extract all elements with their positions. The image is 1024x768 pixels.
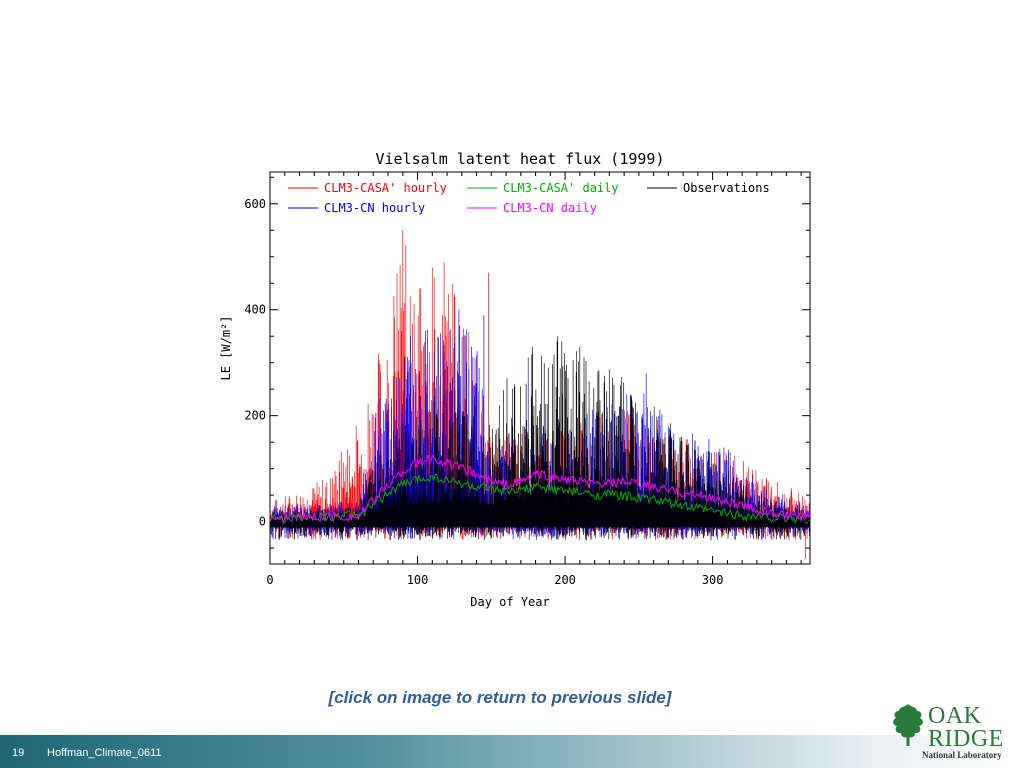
chart-title: Vielsalm latent heat flux (1999) [376, 150, 665, 168]
y-tick-label: 600 [244, 197, 266, 211]
footer-bar [0, 735, 1024, 768]
latent-heat-flux-chart: Vielsalm latent heat flux (1999) 0 100 200 3… [219, 150, 811, 609]
chart-image[interactable]: Vielsalm latent heat flux (1999) 0 100 200 3… [210, 140, 820, 620]
return-link[interactable]: [click on image to return to previous sl… [328, 688, 672, 707]
footer-text: Hoffman_Climate_0611 [47, 747, 162, 759]
x-axis-label: Day of Year [470, 595, 549, 609]
oak-leaf-icon [893, 704, 923, 746]
oak-ridge-logo: OAK RIDGE National Laboratory [890, 700, 1015, 762]
y-tick-label: 400 [244, 303, 266, 317]
legend-label: CLM3-CN daily [503, 201, 597, 215]
plot-frame [269, 171, 811, 565]
y-tick-label: 0 [259, 515, 266, 529]
legend-label: Observations [683, 181, 770, 195]
logo-word-oak: OAK [928, 703, 982, 729]
x-tick-label: 100 [407, 573, 429, 587]
series-cn-daily [269, 454, 811, 525]
x-tick-label: 200 [554, 573, 576, 587]
logo-word-ridge: RIDGE [928, 726, 1004, 752]
slide-number: 19 [12, 747, 25, 759]
series-casa-daily [269, 473, 811, 525]
x-tick-label: 0 [266, 573, 273, 587]
legend-label: CLM3-CASA' hourly [324, 181, 447, 195]
y-axis-label: LE [W/m²] [219, 315, 233, 380]
legend-label: CLM3-CN hourly [324, 201, 425, 215]
logo-subtitle: National Laboratory [922, 750, 1002, 760]
legend-label: CLM3-CASA' daily [503, 181, 619, 195]
y-tick-label: 200 [244, 409, 266, 423]
x-tick-label: 300 [702, 573, 724, 587]
